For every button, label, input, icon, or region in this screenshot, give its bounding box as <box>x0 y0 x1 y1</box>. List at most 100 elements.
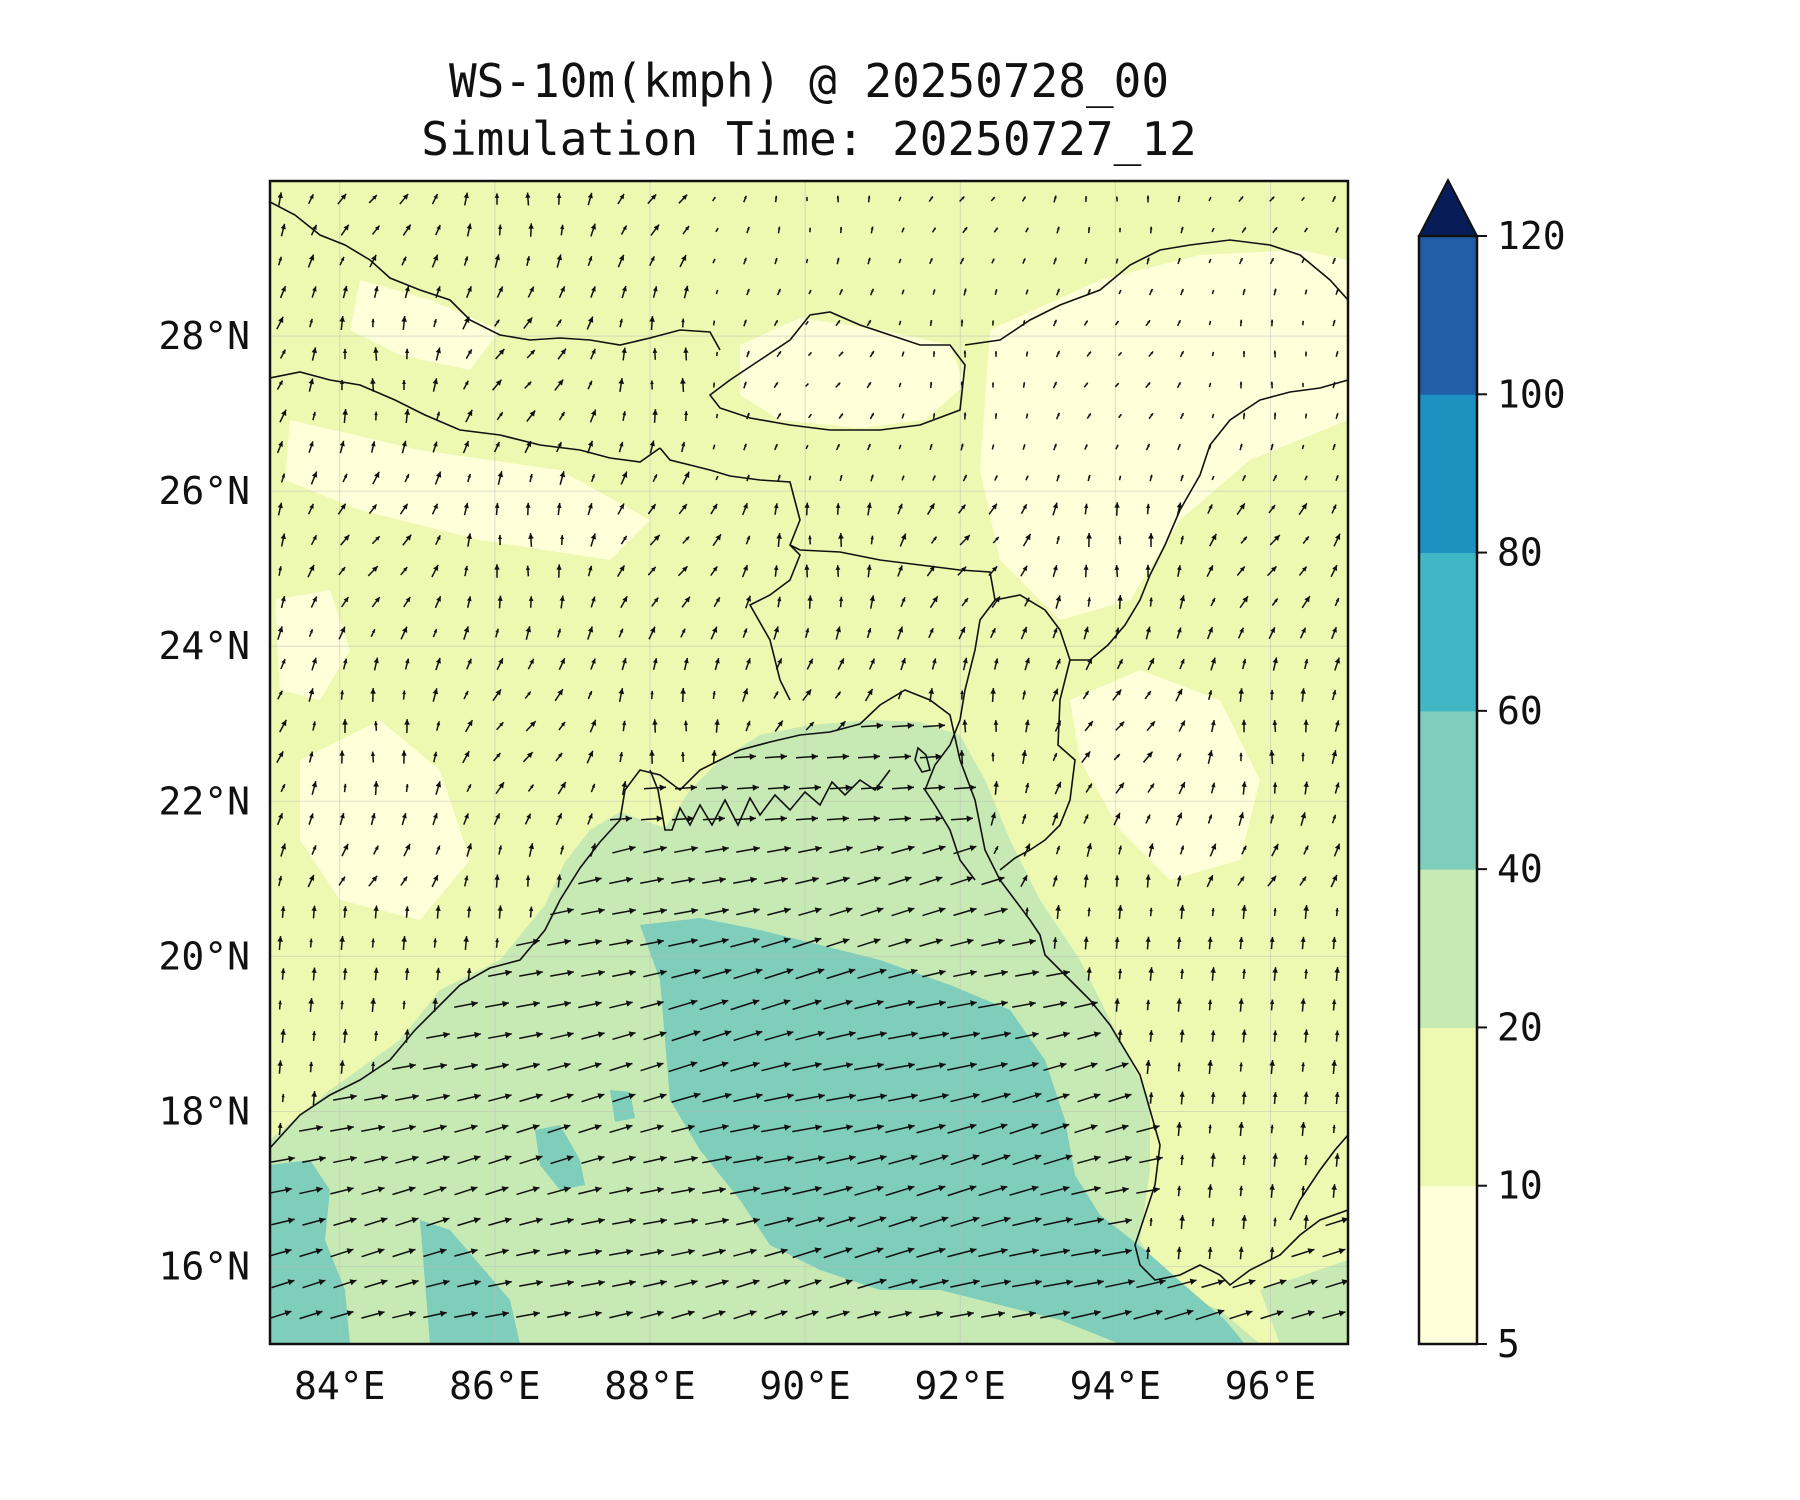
wind-vector-head <box>994 658 999 664</box>
calm-region-northeast <box>980 250 1348 620</box>
wind-vector-head <box>1148 843 1155 850</box>
wind-vector-head <box>311 657 317 664</box>
wind-vector-head <box>991 628 996 633</box>
moderate-wind-region-andaman <box>1260 1260 1348 1344</box>
wind-vector-head <box>715 597 720 603</box>
wind-vector-head <box>777 658 782 664</box>
wind-vector-head <box>1062 1123 1070 1130</box>
wind-vector-head <box>650 380 654 385</box>
wind-vector-head <box>590 843 597 850</box>
wind-vector-head <box>277 626 284 633</box>
wind-vector-head <box>527 381 532 386</box>
wind-vector-head <box>969 1185 977 1192</box>
wind-vector-head <box>622 535 627 541</box>
wind-vector-head <box>1052 565 1058 571</box>
wind-vector-head <box>371 318 375 323</box>
wind-vector-head <box>994 413 998 416</box>
wind-vector-head <box>318 1279 326 1286</box>
wind-vector-head <box>629 1217 636 1225</box>
wind-vector-head <box>1270 443 1274 447</box>
wind-vector-head <box>938 1247 946 1254</box>
wind-vector-head <box>997 938 1005 945</box>
wind-vector-head <box>1242 658 1247 664</box>
wind-vector-head <box>308 1061 314 1067</box>
wind-vector-head <box>873 753 880 760</box>
wind-vector-head <box>1243 475 1246 478</box>
colorbar-block <box>1419 710 1477 870</box>
wind-vector-head <box>346 1248 354 1255</box>
wind-vector-head <box>343 224 349 231</box>
wind-vector-head <box>1003 1216 1011 1223</box>
wind-vector-head <box>1274 474 1277 479</box>
wind-vector-head <box>963 412 967 416</box>
wind-vector-head <box>626 938 633 946</box>
wind-vector-head <box>1335 907 1339 912</box>
wind-vector-head <box>780 1310 788 1317</box>
wind-vector-head <box>1269 1060 1275 1066</box>
wind-vector-head <box>659 784 666 791</box>
wind-vector-head <box>1211 597 1216 602</box>
wind-vector-head <box>591 474 595 478</box>
wind-vector-head <box>806 258 808 261</box>
wind-vector-head <box>1304 969 1309 974</box>
wind-vector-head <box>898 690 902 695</box>
wind-vector-head <box>1208 1124 1212 1129</box>
wind-vector-head <box>470 1248 478 1255</box>
wind-vector-head <box>464 875 469 881</box>
wind-vector-head <box>691 907 698 915</box>
wind-vector-head <box>870 535 874 540</box>
wind-vector-head <box>1088 351 1091 355</box>
wind-vector-head <box>1272 1092 1278 1098</box>
wind-vector-head <box>938 722 945 729</box>
wind-vector-head <box>995 475 998 479</box>
wind-vector-head <box>1212 413 1214 416</box>
wind-vector-head <box>560 721 566 727</box>
wind-vector-head <box>1273 843 1279 851</box>
wind-vector-head <box>722 845 729 853</box>
wind-vector-head <box>907 1247 915 1254</box>
wind-vector-head <box>1119 227 1121 230</box>
wind-vector-head <box>628 845 636 852</box>
wind-vector-head <box>409 1062 416 1070</box>
wind-vector-head <box>964 227 968 231</box>
wind-vector-head <box>1026 227 1029 231</box>
wind-vector-head <box>404 409 410 415</box>
wind-vector-head <box>281 784 285 788</box>
wind-vector-head <box>724 1092 732 1099</box>
map-boundaries <box>270 201 1348 1287</box>
wind-vector-head <box>625 1062 633 1069</box>
wind-vector-head <box>1217 1279 1225 1286</box>
wind-vector-head <box>752 1279 760 1286</box>
wind-vector-head <box>969 1123 977 1130</box>
wind-vector-head <box>849 1093 856 1100</box>
wind-vector-head <box>311 905 317 911</box>
wind-vector-head <box>1301 1062 1305 1067</box>
wind-vector-head <box>343 843 349 851</box>
wind-vector-head <box>845 907 853 914</box>
wind-vector-head <box>683 285 689 292</box>
wind-vector-head <box>1208 690 1213 695</box>
wind-vector-head <box>1022 320 1026 323</box>
wind-vector-head <box>941 1278 949 1286</box>
wind-vector-head <box>1335 782 1340 788</box>
wind-vector-head <box>1208 565 1213 572</box>
wind-vector-head <box>749 1310 757 1317</box>
wind-vector-head <box>281 473 286 478</box>
wind-vector-head <box>401 440 407 447</box>
wind-vector-head <box>1305 536 1309 541</box>
wind-vector-head <box>1090 1000 1098 1007</box>
wind-vector-head <box>805 689 812 696</box>
wind-vector-head <box>752 999 760 1006</box>
colorbar-blocks <box>1419 236 1477 1345</box>
wind-vector-head <box>938 1123 946 1130</box>
wind-vector-head <box>1056 288 1060 292</box>
wind-vector-head <box>557 752 563 758</box>
wind-vector-head <box>716 413 718 416</box>
wind-vector-head <box>1238 936 1244 943</box>
wind-vector-head <box>815 1124 822 1131</box>
wind-vector-head <box>497 595 503 601</box>
wind-vector-head <box>1303 1091 1309 1097</box>
wind-vector-head <box>532 1186 540 1193</box>
wind-vector-head <box>774 257 778 261</box>
wind-vector-head <box>1148 1092 1154 1098</box>
